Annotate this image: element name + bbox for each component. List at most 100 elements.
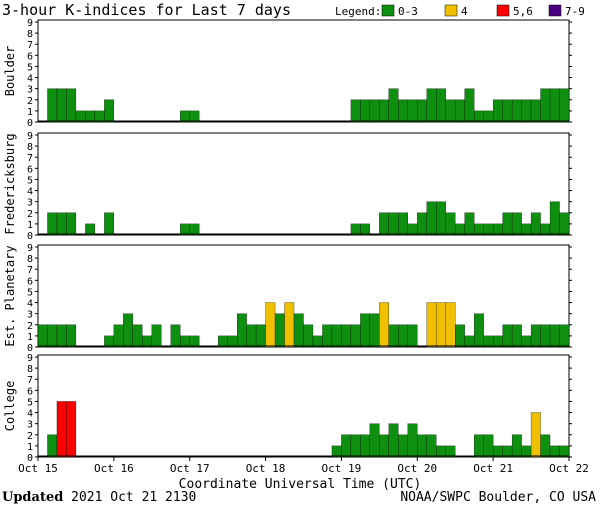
k-index-bar [530, 99, 541, 123]
k-index-bar [66, 401, 77, 458]
y-tick-label: 7 [27, 265, 33, 276]
k-index-bar [417, 212, 427, 236]
k-index-bar [398, 434, 408, 458]
k-index-bar [293, 313, 304, 348]
y-tick-label: 2 [27, 321, 33, 332]
k-index-bar [341, 324, 352, 348]
panel-label: Fredericksburg [3, 133, 17, 234]
y-tick-label: 8 [27, 29, 33, 40]
y-tick-label: 7 [27, 40, 33, 51]
y-tick-label: 2 [27, 96, 33, 107]
k-index-bar [350, 324, 361, 348]
k-index-bar [56, 88, 67, 123]
k-index-bar [123, 313, 133, 348]
legend-swatch-3 [548, 4, 562, 17]
legend-title: Legend: [335, 5, 381, 18]
k-index-bar [483, 434, 494, 458]
k-index-bar [530, 412, 541, 458]
k-index-bar [47, 212, 58, 236]
x-tick-label: Oct 20 [397, 462, 437, 475]
panel-frame [37, 132, 570, 236]
k-index-bar [341, 434, 352, 458]
y-tick-label: 2 [27, 431, 33, 442]
k-index-bar [350, 223, 361, 236]
k-index-bar [521, 445, 532, 458]
y-tick-label: 4 [27, 299, 33, 310]
y-tick-label: 9 [27, 131, 33, 142]
k-index-bar [360, 223, 371, 236]
k-index-bar [455, 223, 465, 236]
k-index-bar [189, 335, 200, 348]
k-index-bar [464, 212, 475, 236]
k-index-bar [426, 434, 437, 458]
k-index-bar [549, 201, 560, 236]
k-index-bar [218, 335, 228, 348]
y-tick-label: 6 [27, 386, 33, 397]
k-index-bar [436, 201, 446, 236]
legend-label: 5,6 [513, 5, 533, 18]
y-tick-label: 9 [27, 243, 33, 254]
y-tick-label: 3 [27, 310, 33, 321]
y-tick-label: 5 [27, 62, 33, 73]
y-tick-label: 8 [27, 364, 33, 375]
k-index-bar [322, 324, 333, 348]
y-tick-label: 4 [27, 187, 33, 198]
legend-label: 4 [461, 5, 468, 18]
y-tick-label: 7 [27, 375, 33, 386]
x-axis-label: Coordinate Universal Time (UTC) [179, 477, 422, 492]
k-index-bar [104, 335, 115, 348]
k-index-bar [521, 99, 532, 123]
y-tick-label: 8 [27, 254, 33, 265]
k-index-bar [398, 99, 408, 123]
y-tick-label: 4 [27, 74, 33, 85]
k-index-bar [388, 212, 399, 236]
chart-panels: 0123456789Boulder0123456789Fredericksbur… [3, 18, 572, 464]
k-index-bar [511, 212, 522, 236]
k-index-bar [274, 313, 285, 348]
k-index-bar [47, 434, 58, 458]
k-index-bar [331, 324, 342, 348]
k-index-bar [104, 99, 115, 123]
y-tick-label: 0 [27, 453, 33, 464]
y-tick-label: 3 [27, 198, 33, 209]
k-index-bar [455, 324, 465, 348]
panel-frame [37, 19, 570, 123]
source-credit: NOAA/SWPC Boulder, CO USA [400, 490, 596, 505]
legend-label: 7-9 [565, 5, 585, 18]
k-index-bar [407, 423, 418, 458]
k-index-bar [189, 110, 200, 123]
k-index-bar [445, 302, 456, 348]
legend-swatch-0 [381, 4, 395, 17]
k-index-bar [530, 324, 541, 348]
k-index-bar [369, 313, 380, 348]
k-index-bar [379, 212, 389, 236]
y-tick-label: 2 [27, 209, 33, 220]
k-index-bar [255, 324, 266, 348]
k-index-bar [549, 445, 560, 458]
k-index-bar [502, 445, 513, 458]
k-index-bar [66, 324, 77, 348]
k-index-bar [559, 324, 570, 348]
k-index-bar [540, 223, 551, 236]
k-index-bar [521, 335, 532, 348]
legend-swatch-1 [444, 4, 458, 17]
x-tick-label: Oct 15 [18, 462, 58, 475]
k-index-bar [474, 110, 484, 123]
k-index-bar [132, 324, 143, 348]
k-index-bar [331, 445, 342, 458]
k-index-bar [502, 99, 513, 123]
k-index-bar [445, 99, 456, 123]
panel-label: College [3, 381, 17, 432]
k-index-bar [492, 223, 503, 236]
y-tick-label: 6 [27, 276, 33, 287]
k-index-bar [66, 212, 77, 236]
x-tick-label: Oct 17 [170, 462, 210, 475]
k-index-bar [511, 434, 522, 458]
k-index-bar [388, 88, 399, 123]
k-index-bar [246, 324, 257, 348]
y-tick-label: 6 [27, 51, 33, 62]
k-index-bar [37, 324, 48, 348]
